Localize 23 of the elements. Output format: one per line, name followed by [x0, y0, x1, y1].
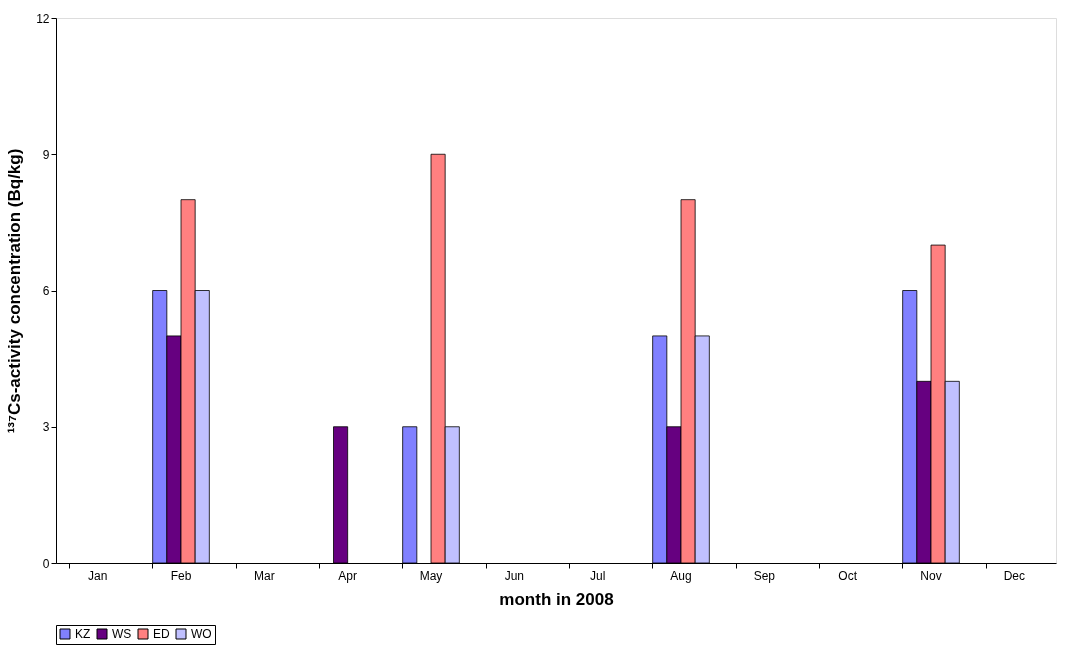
x-tick-label: Dec	[1003, 568, 1026, 583]
x-tick-label: Jul	[589, 568, 606, 583]
x-tick-label: Nov	[920, 568, 942, 583]
y-tick-label: 9	[42, 147, 50, 162]
x-tick-label: Sep	[753, 568, 776, 583]
x-tick-label: Apr	[338, 568, 358, 583]
x-axis-title: month in 2008	[499, 589, 614, 609]
legend-label: ED	[153, 627, 170, 641]
x-tick-label: Mar	[254, 568, 275, 583]
x-tick-label: Jan	[87, 568, 108, 583]
x-tick-label: Aug	[670, 568, 692, 583]
y-tick-label: 0	[42, 556, 50, 571]
x-tick-label: Feb	[170, 568, 192, 583]
x-tick-label: Oct	[838, 568, 858, 583]
legend-label: WS	[112, 627, 132, 641]
legend-label: WO	[191, 627, 212, 641]
legend-label: KZ	[75, 627, 91, 641]
y-tick-label: 12	[36, 11, 50, 26]
y-tick-label: 6	[42, 284, 50, 298]
x-tick-label: May	[419, 568, 443, 583]
y-tick-label: 3	[42, 420, 50, 435]
y-axis-title: ¹³⁷Cs-activity concentration (Bq/kg)	[5, 148, 25, 434]
x-tick-label: Jun	[504, 568, 525, 583]
